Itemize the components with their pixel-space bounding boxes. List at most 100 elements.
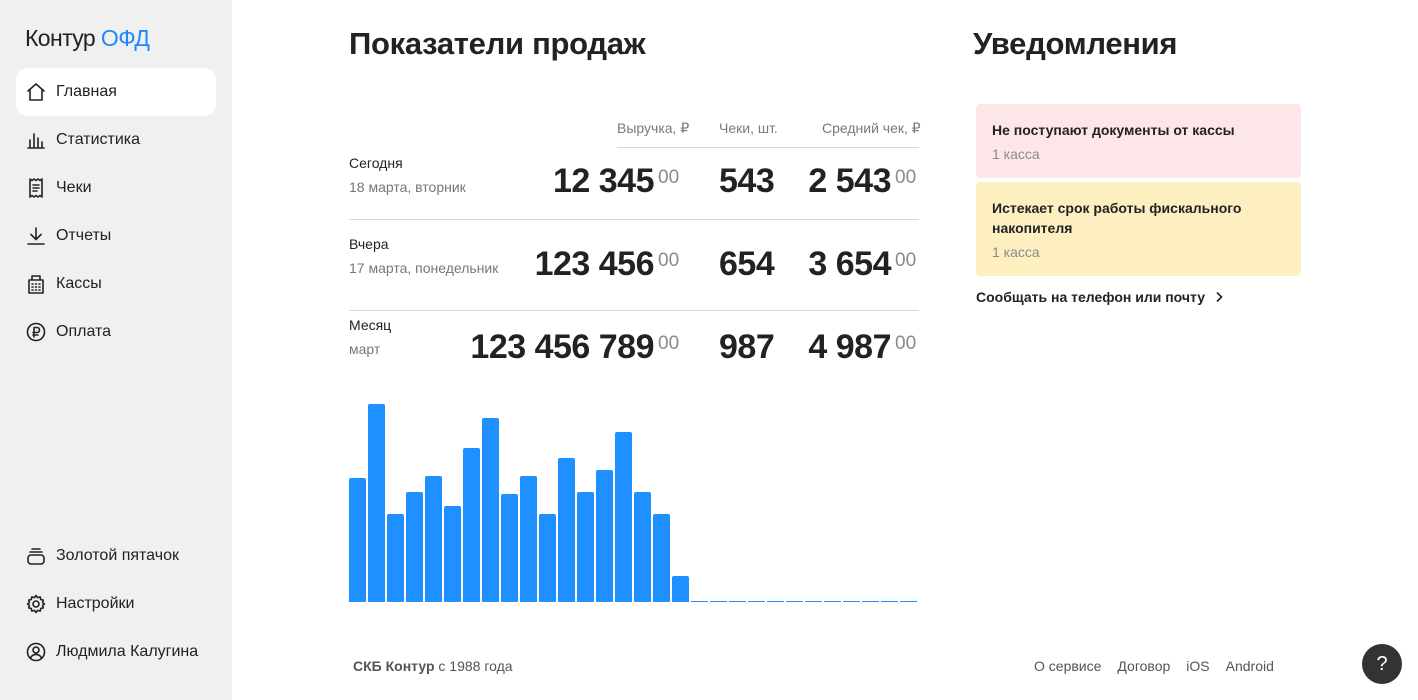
chart-bar [406, 492, 423, 602]
chart-bar [596, 470, 613, 602]
chart-bar [824, 601, 841, 602]
column-header-checks: Чеки, шт. [719, 120, 778, 136]
coins-icon [25, 545, 47, 567]
sidebar-item-label: Людмила Калугина [56, 643, 199, 660]
row-divider [349, 219, 919, 220]
row-date-today: 18 марта, вторник [349, 179, 466, 195]
sidebar-item-registers[interactable]: Кассы [16, 260, 216, 308]
notification-fiscal-drive-expiring[interactable]: Истекает срок работы фискального накопит… [976, 182, 1301, 276]
footer-link-ios[interactable]: iOS [1186, 658, 1210, 674]
chart-bar [862, 601, 879, 602]
footer-copyright: СКБ Контур с 1988 года [353, 658, 513, 674]
notification-subtitle: 1 касса [992, 244, 1040, 260]
chart-bar [653, 514, 670, 602]
chart-bar [444, 506, 461, 602]
column-header-revenue: Выручка, ₽ [617, 120, 690, 136]
chart-bar [672, 576, 689, 602]
header-divider [617, 147, 919, 148]
notifications-title: Уведомления [973, 26, 1178, 61]
footer-link-about[interactable]: О сервисе [1034, 658, 1102, 674]
footer-link-android[interactable]: Android [1225, 658, 1274, 674]
sidebar-item-reports[interactable]: Отчеты [16, 212, 216, 260]
month-revenue: 123 456 789 [470, 328, 654, 366]
sidebar: Контур ОФД Главная Статистика Чеки Отч [0, 0, 232, 700]
row-date-month: март [349, 341, 381, 357]
sidebar-item-golden-coin[interactable]: Золотой пятачок [16, 532, 216, 580]
chart-bar [710, 601, 727, 602]
sidebar-item-label: Золотой пятачок [56, 547, 179, 564]
row-label-month: Месяц [349, 317, 392, 333]
sidebar-item-label: Чеки [56, 179, 92, 196]
cash-register-icon [25, 273, 47, 295]
notification-title: Не поступают документы от кассы [992, 122, 1235, 138]
main-nav: Главная Статистика Чеки Отчеты Кассы [16, 68, 216, 356]
notify-settings-link[interactable]: Сообщать на телефон или почту [976, 289, 1225, 305]
notify-settings-label: Сообщать на телефон или почту [976, 289, 1205, 305]
today-revenue: 12 345 [553, 162, 655, 200]
yesterday-average: 3 654 [808, 245, 891, 283]
chart-bar [349, 478, 366, 602]
chart-bar [368, 404, 385, 602]
receipt-icon [25, 177, 47, 199]
chart-bar [729, 601, 746, 602]
today-average-cents: 00 [895, 167, 917, 188]
sidebar-item-settings[interactable]: Настройки [16, 580, 216, 628]
chart-bar [881, 601, 898, 602]
yesterday-revenue-cents: 00 [658, 250, 680, 271]
today-revenue-cents: 00 [658, 167, 680, 188]
secondary-nav: Золотой пятачок Настройки Людмила Калуги… [16, 532, 216, 676]
footer-link-contract[interactable]: Договор [1117, 658, 1171, 674]
chart-bar [805, 601, 822, 602]
sidebar-item-label: Настройки [56, 595, 135, 612]
column-header-average: Средний чек, ₽ [822, 120, 921, 136]
chart-bar [425, 476, 442, 602]
footer-links: О сервисе Договор iOS Android [1034, 658, 1290, 674]
sidebar-item-label: Кассы [56, 275, 102, 292]
sidebar-item-label: Статистика [56, 131, 141, 148]
download-icon [25, 225, 47, 247]
bar-chart-icon [25, 129, 47, 151]
chart-bar [539, 514, 556, 602]
today-checks: 543 [719, 162, 775, 200]
month-average-cents: 00 [895, 333, 917, 354]
yesterday-revenue: 123 456 [534, 245, 655, 283]
sidebar-item-label: Отчеты [56, 227, 112, 244]
chart-bar [577, 492, 594, 602]
footer-company: СКБ Контур [353, 658, 435, 674]
row-date-yesterday: 17 марта, понедельник [349, 260, 499, 276]
month-checks: 987 [719, 328, 775, 366]
sidebar-item-statistics[interactable]: Статистика [16, 116, 216, 164]
chart-bar [843, 601, 860, 602]
month-revenue-cents: 00 [658, 333, 680, 354]
gear-icon [25, 593, 47, 615]
ruble-icon [25, 321, 47, 343]
chart-bar [520, 476, 537, 602]
sidebar-item-receipts[interactable]: Чеки [16, 164, 216, 212]
user-icon [25, 641, 47, 663]
chart-bar [691, 601, 708, 602]
chevron-right-icon [1216, 291, 1223, 303]
logo[interactable]: Контур ОФД [25, 25, 150, 52]
chart-bar [634, 492, 651, 602]
help-button[interactable]: ? [1362, 644, 1402, 684]
sidebar-item-payment[interactable]: Оплата [16, 308, 216, 356]
row-label-yesterday: Вчера [349, 236, 389, 252]
sidebar-item-user[interactable]: Людмила Калугина [16, 628, 216, 676]
sidebar-item-home[interactable]: Главная [16, 68, 216, 116]
notification-subtitle: 1 касса [992, 146, 1040, 162]
chart-bar [463, 448, 480, 602]
chart-bar [387, 514, 404, 602]
sidebar-item-label: Оплата [56, 323, 112, 340]
daily-sales-chart [349, 400, 919, 602]
yesterday-checks: 654 [719, 245, 775, 283]
yesterday-average-cents: 00 [895, 250, 917, 271]
notification-documents-missing[interactable]: Не поступают документы от кассы 1 касса [976, 104, 1301, 178]
chart-bar [615, 432, 632, 602]
row-label-today: Сегодня [349, 155, 403, 171]
month-average: 4 987 [808, 328, 891, 366]
chart-bar [900, 601, 917, 602]
logo-brand: Контур [25, 25, 96, 51]
notification-title: Истекает срок работы фискального накопит… [992, 200, 1242, 236]
chart-bar [786, 601, 803, 602]
chart-bar [748, 601, 765, 602]
